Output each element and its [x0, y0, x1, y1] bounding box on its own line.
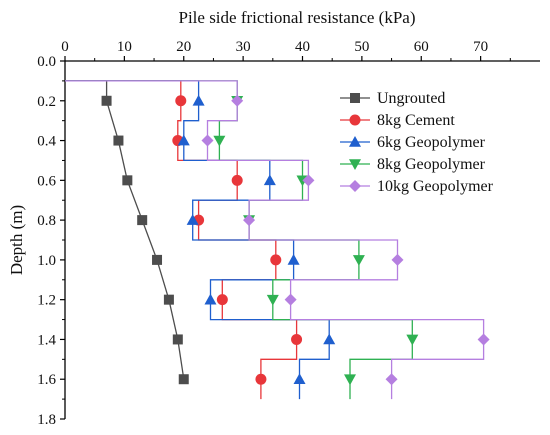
data-point-10kg-geopolymer — [243, 214, 256, 227]
data-point-6kg-geopolymer — [204, 293, 217, 305]
series-line-6kg-geopolymer — [65, 80, 330, 400]
data-point-8kg-geopolymer — [344, 374, 356, 386]
data-point-8kg-cement — [270, 254, 282, 266]
data-point-10kg-geopolymer — [302, 174, 315, 187]
data-point-10kg-geopolymer — [477, 333, 490, 346]
legend-marker-8kg-cement — [349, 114, 361, 126]
y-tick-label: 1.8 — [37, 412, 56, 428]
data-point-8kg-cement — [216, 294, 228, 306]
y-tick-label: 0.6 — [37, 173, 56, 189]
data-point-ungrouted — [163, 294, 174, 305]
y-tick-label: 1.0 — [37, 253, 56, 269]
data-point-8kg-cement — [175, 95, 187, 107]
x-tick-label: 10 — [117, 39, 132, 55]
data-point-10kg-geopolymer — [231, 94, 244, 107]
data-point-10kg-geopolymer — [201, 134, 214, 147]
x-tick-label: 70 — [473, 39, 488, 55]
data-point-10kg-geopolymer — [385, 373, 398, 386]
data-point-ungrouted — [152, 254, 163, 265]
data-point-ungrouted — [172, 334, 183, 345]
data-point-ungrouted — [113, 135, 124, 146]
legend-label-8kg-cement: 8kg Cement — [377, 112, 455, 129]
legend-marker-6kg-geopolymer — [349, 136, 361, 147]
x-tick-label: 60 — [414, 39, 429, 55]
y-axis-label: Depth (m) — [7, 205, 26, 275]
data-point-8kg-cement — [255, 373, 267, 385]
data-point-6kg-geopolymer — [293, 373, 306, 385]
y-tick-label: 0.8 — [37, 213, 56, 229]
legend: Ungrouted 8kg Cement 6kg Geopolymer 8kg Geo… — [340, 90, 494, 195]
data-point-8kg-cement — [231, 174, 243, 186]
data-point-8kg-geopolymer — [352, 255, 365, 266]
data-point-8kg-geopolymer — [266, 294, 279, 306]
data-point-ungrouted — [122, 175, 133, 186]
data-point-ungrouted — [101, 95, 112, 106]
data-point-6kg-geopolymer — [287, 253, 300, 265]
data-point-ungrouted — [137, 215, 148, 226]
legend-label-ungrouted: Ungrouted — [377, 90, 445, 107]
legend-marker-8kg-geopolymer — [349, 159, 361, 170]
data-point-8kg-cement — [291, 333, 303, 345]
series-line-10kg-geopolymer — [65, 80, 485, 400]
data-point-ungrouted — [178, 374, 189, 385]
x-tick-label: 30 — [236, 39, 251, 55]
data-point-6kg-geopolymer — [192, 94, 205, 106]
x-tick-label: 0 — [61, 39, 69, 55]
x-axis-label: Pile side frictional resistance (kPa) — [179, 8, 416, 27]
data-point-8kg-geopolymer — [213, 135, 226, 147]
legend-marker-10kg-geopolymer — [349, 180, 361, 192]
series-line-ungrouted — [65, 80, 185, 380]
legend-label-8kg-geopolymer: 8kg Geopolymer — [377, 156, 486, 173]
y-tick-label: 1.4 — [37, 332, 56, 348]
y-tick-label: 1.2 — [37, 293, 56, 309]
x-tick-label: 50 — [354, 39, 369, 55]
data-point-6kg-geopolymer — [177, 134, 190, 146]
data-point-10kg-geopolymer — [391, 253, 404, 266]
x-tick-label: 40 — [295, 39, 310, 55]
y-tick-label: 1.6 — [37, 372, 56, 388]
legend-label-10kg-geopolymer: 10kg Geopolymer — [377, 178, 494, 195]
data-point-6kg-geopolymer — [186, 214, 199, 225]
legend-marker-ungrouted — [350, 93, 360, 103]
x-tick-label: 20 — [176, 39, 191, 55]
y-tick-label: 0.2 — [37, 94, 56, 110]
plot-area: 0 10 20 30 40 50 60 70 0.0 0.2 0.4 0.6 0.8 1.0 1.2 1.4 1… — [37, 39, 540, 428]
data-point-6kg-geopolymer — [323, 333, 336, 345]
legend-label-6kg-geopolymer: 6kg Geopolymer — [377, 134, 486, 151]
y-tick-label: 0.4 — [37, 134, 56, 150]
data-point-6kg-geopolymer — [263, 174, 276, 186]
y-tick-label: 0.0 — [37, 54, 56, 70]
data-point-8kg-geopolymer — [406, 334, 419, 346]
data-point-10kg-geopolymer — [284, 293, 297, 306]
